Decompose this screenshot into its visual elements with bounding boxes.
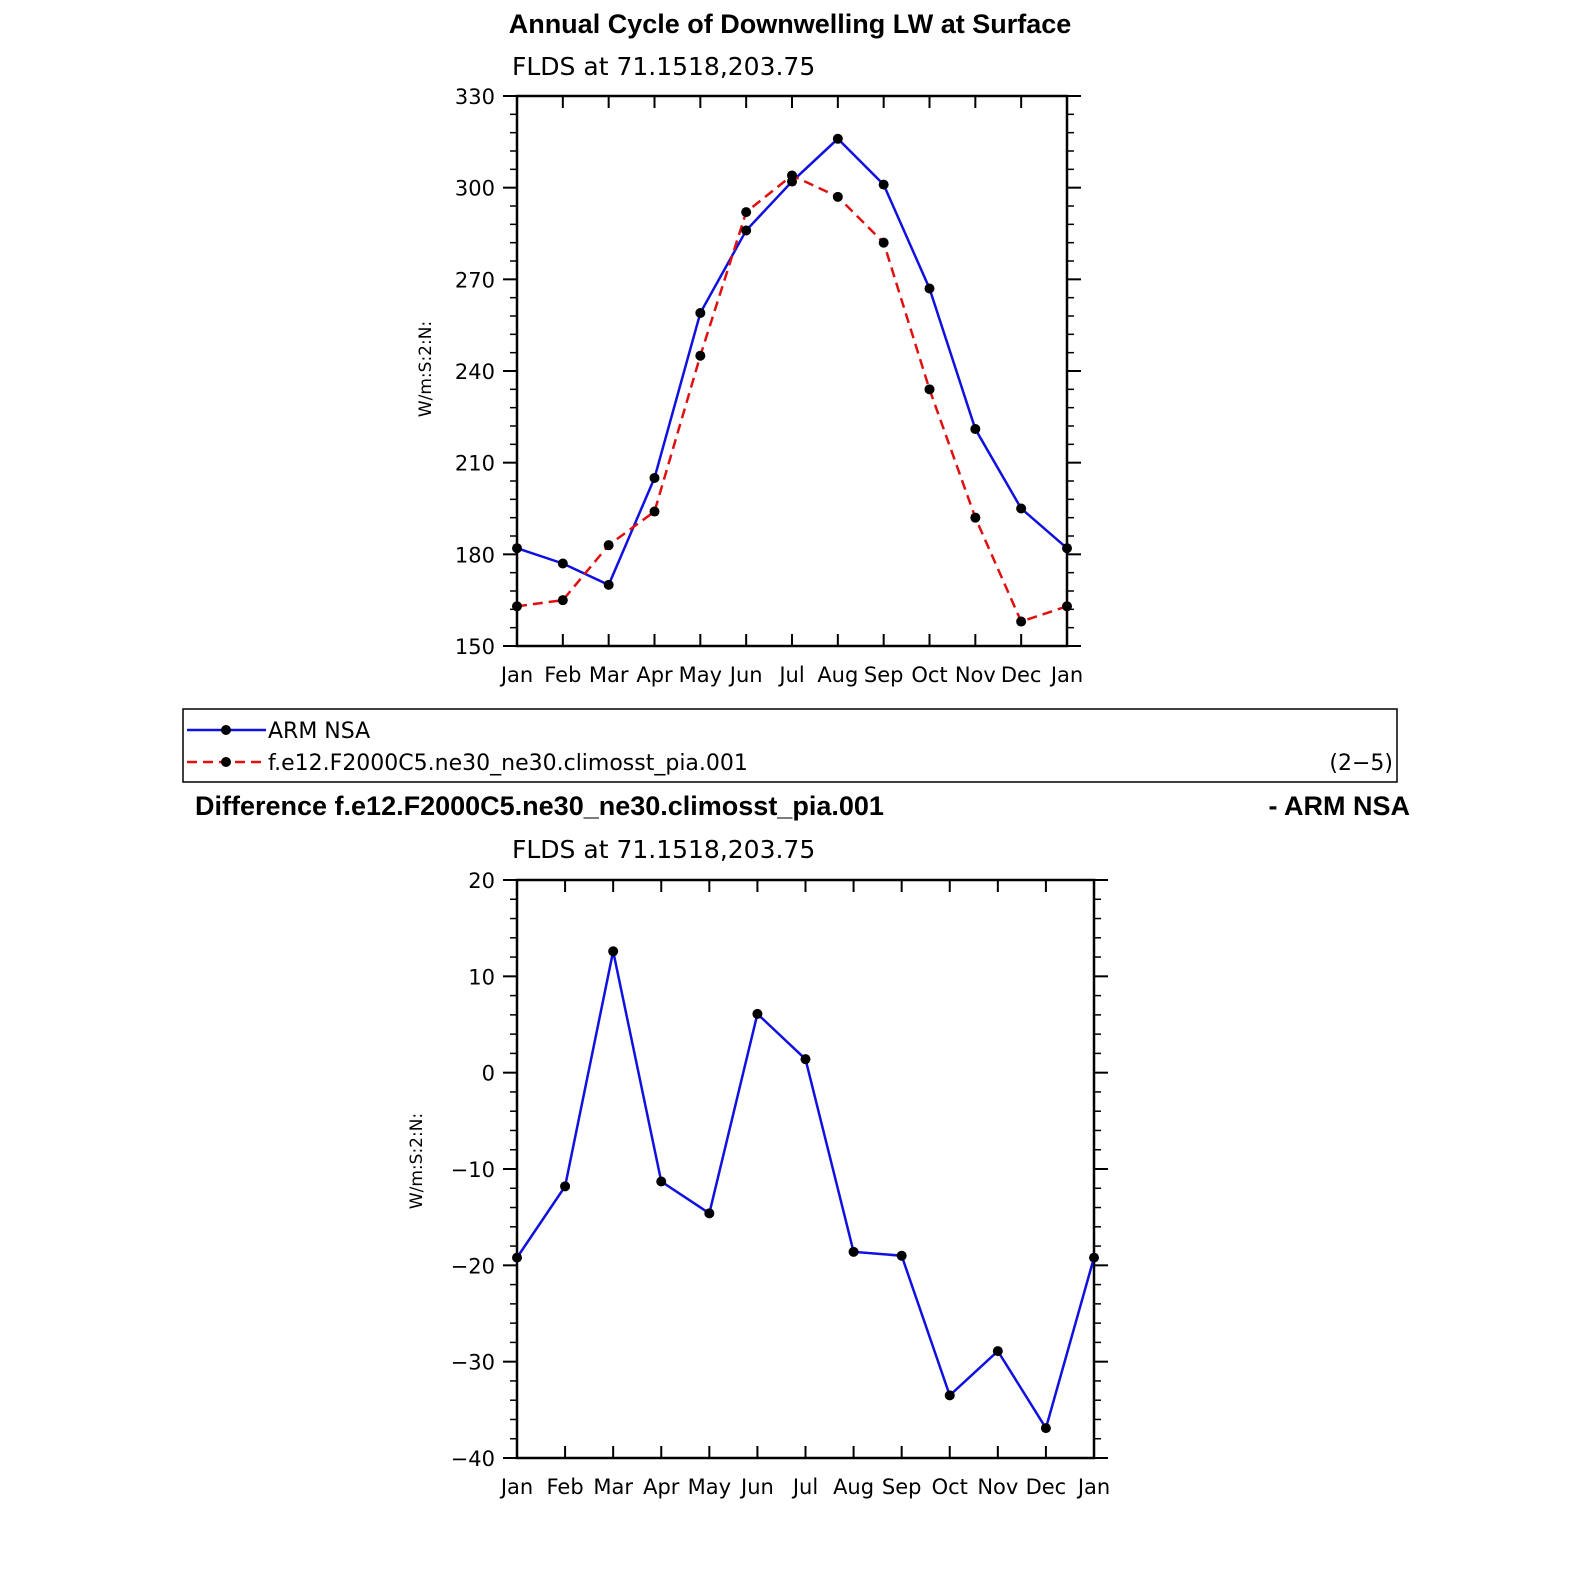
top-chart-ytick-label: 300: [455, 177, 495, 201]
top-chart-series-0-point: [649, 472, 660, 483]
top-chart-ytick-label: 240: [455, 360, 495, 384]
bottom-chart-series-0-point: [1089, 1252, 1099, 1263]
top-chart-subtitle: FLDS at 71.1518,203.75: [512, 52, 815, 81]
top-chart-xtick-label: Jan: [499, 663, 533, 687]
top-chart-series-0-point: [512, 543, 522, 554]
top-chart-series-0-point: [1062, 543, 1072, 554]
bottom-chart-xtick-label: Feb: [546, 1475, 583, 1499]
bottom-chart-xtick-label: Jul: [791, 1475, 818, 1499]
bottom-chart-ytick-label: 10: [468, 965, 495, 989]
top-chart-ytick-label: 330: [455, 85, 495, 109]
top-chart-series-0-point: [924, 283, 935, 294]
bottom-chart-series-0-point: [656, 1176, 667, 1187]
top-chart-xtick-label: Sep: [864, 663, 904, 687]
top-chart-series-1-point: [924, 384, 935, 395]
bottom-chart-xtick-label: May: [688, 1475, 731, 1499]
bottom-chart-ytick-label: −30: [451, 1351, 495, 1375]
top-chart-xtick-label: Apr: [636, 663, 673, 687]
top-chart-xtick-label: Oct: [911, 663, 947, 687]
top-chart-series-0-point: [878, 179, 889, 190]
bottom-chart-ylabel: W/m:S:2:N:: [407, 1113, 427, 1209]
top-chart-xtick-label: Jul: [777, 663, 804, 687]
bottom-chart-ytick-label: −40: [451, 1447, 495, 1471]
bottom-chart-series-0-point: [752, 1008, 763, 1019]
top-chart-xtick-label: Mar: [589, 663, 629, 687]
top-chart-series-0-point: [741, 225, 752, 236]
top-chart-xtick-label: Feb: [544, 663, 581, 687]
bottom-chart-xtick-label: Sep: [882, 1475, 922, 1499]
top-chart-xtick-label: May: [679, 663, 722, 687]
top-chart-series-0-point: [832, 133, 843, 144]
top-chart-series-line-1: [516, 173, 1068, 624]
bottom-chart-series-0-point: [1040, 1423, 1051, 1434]
bottom-chart-series-0-point: [560, 1181, 571, 1192]
top-chart-series-0-point: [557, 558, 568, 569]
bottom-chart-ytick-label: −20: [451, 1254, 495, 1278]
top-chart-xtick-label: Nov: [955, 663, 996, 687]
bottom-chart-xtick-label: Apr: [643, 1475, 680, 1499]
top-chart-xtick-label: Jun: [728, 663, 763, 687]
bottom-chart-xtick-label: Dec: [1026, 1475, 1067, 1499]
top-chart-ylabel: W/m:S:2:N:: [416, 321, 436, 417]
bottom-chart-xtick-label: Jun: [739, 1475, 774, 1499]
legend-marker-arm: [221, 725, 231, 735]
top-chart-ytick-label: 180: [455, 543, 495, 567]
legend-marker-model: [221, 757, 231, 767]
top-chart-series-1-point: [512, 601, 522, 612]
legend-label-arm: ARM NSA: [268, 719, 370, 744]
top-chart-series-1-point: [741, 207, 752, 218]
top-chart-series-1-point: [557, 595, 568, 606]
bottom-chart-ytick-label: 20: [468, 869, 495, 893]
top-chart-series-1-point: [603, 540, 614, 551]
top-chart-series-1-point: [787, 170, 797, 181]
top-plot-area: Jan Feb Mar Apr May Jun Jul Aug Sep Oct Nov Dec Jan1…: [455, 85, 1083, 687]
top-chart-series-1-point: [1016, 616, 1027, 627]
top-chart-ytick-label: 270: [455, 268, 495, 292]
bottom-chart-series-0-point: [848, 1246, 859, 1257]
legend-label-model: f.e12.F2000C5.ne30_ne30.climosst_pia.001: [268, 751, 748, 776]
bottom-chart-subtitle: FLDS at 71.1518,203.75: [512, 835, 815, 864]
bottom-chart-series-0-point: [896, 1250, 907, 1261]
bottom-chart-series-0-point: [944, 1390, 955, 1401]
bottom-chart-frame: [515, 878, 1096, 1460]
top-chart-series-1-point: [649, 506, 660, 517]
bottom-chart-series-0-point: [608, 946, 619, 957]
top-chart-series-0-point: [603, 579, 614, 590]
bottom-chart-series-line-0: [515, 951, 1096, 1432]
bottom-chart-series-0-point: [512, 1252, 522, 1263]
bottom-chart-xtick-label: Jan: [1076, 1475, 1110, 1499]
bottom-chart-ytick-label: −10: [451, 1158, 495, 1182]
legend: ARM NSA f.e12.F2000C5.ne30_ne30.climosst…: [182, 708, 1398, 783]
bottom-chart-xtick-label: Jan: [499, 1475, 533, 1499]
bottom-chart-series-0-point: [800, 1054, 811, 1065]
bottom-chart-series-0-point: [704, 1208, 715, 1219]
top-chart-series-0-point: [695, 307, 706, 318]
top-chart-series-1-point: [970, 512, 981, 523]
legend-box: [182, 708, 1398, 783]
top-chart-title: Annual Cycle of Downwelling LW at Surfac…: [509, 9, 1072, 39]
bottom-chart-xtick-label: Oct: [932, 1475, 968, 1499]
top-chart-series-1-point: [832, 191, 843, 202]
bottom-chart-xtick-label: Mar: [593, 1475, 633, 1499]
bottom-chart-title-right: - ARM NSA: [1269, 791, 1411, 821]
top-chart-series-1-point: [695, 350, 706, 361]
top-chart-series-line-0: [516, 137, 1068, 587]
top-chart-ytick-label: 150: [455, 635, 495, 659]
legend-tag: (2−5): [1329, 751, 1393, 776]
bottom-chart-xtick-label: Aug: [833, 1475, 874, 1499]
top-chart-series-1-point: [1062, 601, 1072, 612]
top-chart-ytick-label: 210: [455, 452, 495, 476]
top-chart-xtick-label: Jan: [1049, 663, 1083, 687]
bottom-chart-series-0-point: [992, 1346, 1003, 1357]
top-chart-series-0-point: [1016, 503, 1027, 514]
bottom-chart-ytick-label: 0: [482, 1062, 495, 1086]
top-chart-series-1-point: [878, 237, 889, 248]
top-chart-xtick-label: Aug: [817, 663, 858, 687]
bottom-plot-area: Jan Feb Mar Apr May Jun Jul Aug Sep Oct Nov Dec Jan−…: [451, 869, 1111, 1499]
top-chart-series-0-point: [970, 424, 981, 435]
bottom-chart-xtick-label: Nov: [977, 1475, 1018, 1499]
top-chart-xtick-label: Dec: [1001, 663, 1042, 687]
bottom-chart-title: Difference f.e12.F2000C5.ne30_ne30.climo…: [195, 791, 884, 821]
